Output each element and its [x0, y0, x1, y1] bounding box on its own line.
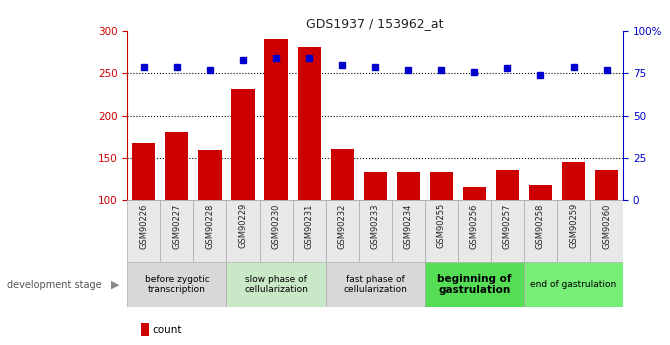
Text: fast phase of
cellularization: fast phase of cellularization [343, 275, 407, 294]
Text: GSM90227: GSM90227 [172, 203, 182, 249]
Text: GSM90256: GSM90256 [470, 203, 479, 249]
Bar [392, 200, 425, 262]
Bar [326, 200, 358, 262]
Bar [132, 144, 155, 200]
Text: GSM90257: GSM90257 [503, 203, 512, 249]
Bar [165, 132, 188, 200]
Bar [496, 170, 519, 200]
Bar [127, 262, 226, 307]
Bar [231, 89, 255, 200]
Text: end of gastrulation: end of gastrulation [531, 280, 616, 289]
Bar [293, 200, 326, 262]
Bar [364, 172, 387, 200]
Text: slow phase of
cellularization: slow phase of cellularization [244, 275, 308, 294]
Bar [425, 262, 524, 307]
Text: GSM90259: GSM90259 [569, 203, 578, 248]
Text: GSM90232: GSM90232 [338, 203, 346, 249]
Text: GSM90230: GSM90230 [271, 203, 281, 249]
Bar [458, 200, 491, 262]
Bar [524, 262, 623, 307]
Text: GSM90229: GSM90229 [239, 203, 247, 248]
Title: GDS1937 / 153962_at: GDS1937 / 153962_at [306, 17, 444, 30]
Bar [595, 170, 618, 200]
Text: before zygotic
transcription: before zygotic transcription [145, 275, 209, 294]
Bar [194, 200, 226, 262]
Bar [358, 200, 392, 262]
Bar [590, 200, 623, 262]
Text: ▶: ▶ [111, 280, 119, 289]
Bar [429, 172, 453, 200]
Text: beginning of
gastrulation: beginning of gastrulation [437, 274, 512, 295]
Bar [127, 200, 160, 262]
Bar [226, 200, 259, 262]
Bar [259, 200, 293, 262]
Bar [326, 262, 425, 307]
Bar [397, 172, 420, 200]
Bar [198, 150, 222, 200]
Bar [463, 187, 486, 200]
Bar [425, 200, 458, 262]
Text: count: count [153, 325, 182, 335]
Bar [297, 47, 321, 200]
Text: GSM90258: GSM90258 [536, 203, 545, 249]
Bar [491, 200, 524, 262]
Bar [529, 185, 552, 200]
Text: GSM90255: GSM90255 [437, 203, 446, 248]
Bar [562, 162, 585, 200]
Text: GSM90226: GSM90226 [139, 203, 148, 249]
Text: GSM90234: GSM90234 [404, 203, 413, 249]
Text: GSM90228: GSM90228 [206, 203, 214, 249]
Bar [557, 200, 590, 262]
Text: development stage: development stage [7, 280, 101, 289]
Bar [226, 262, 326, 307]
Text: GSM90231: GSM90231 [305, 203, 314, 249]
Text: GSM90260: GSM90260 [602, 203, 611, 249]
Bar [330, 149, 354, 200]
Bar [160, 200, 194, 262]
Bar [524, 200, 557, 262]
Text: GSM90233: GSM90233 [371, 203, 380, 249]
Bar [265, 39, 287, 200]
